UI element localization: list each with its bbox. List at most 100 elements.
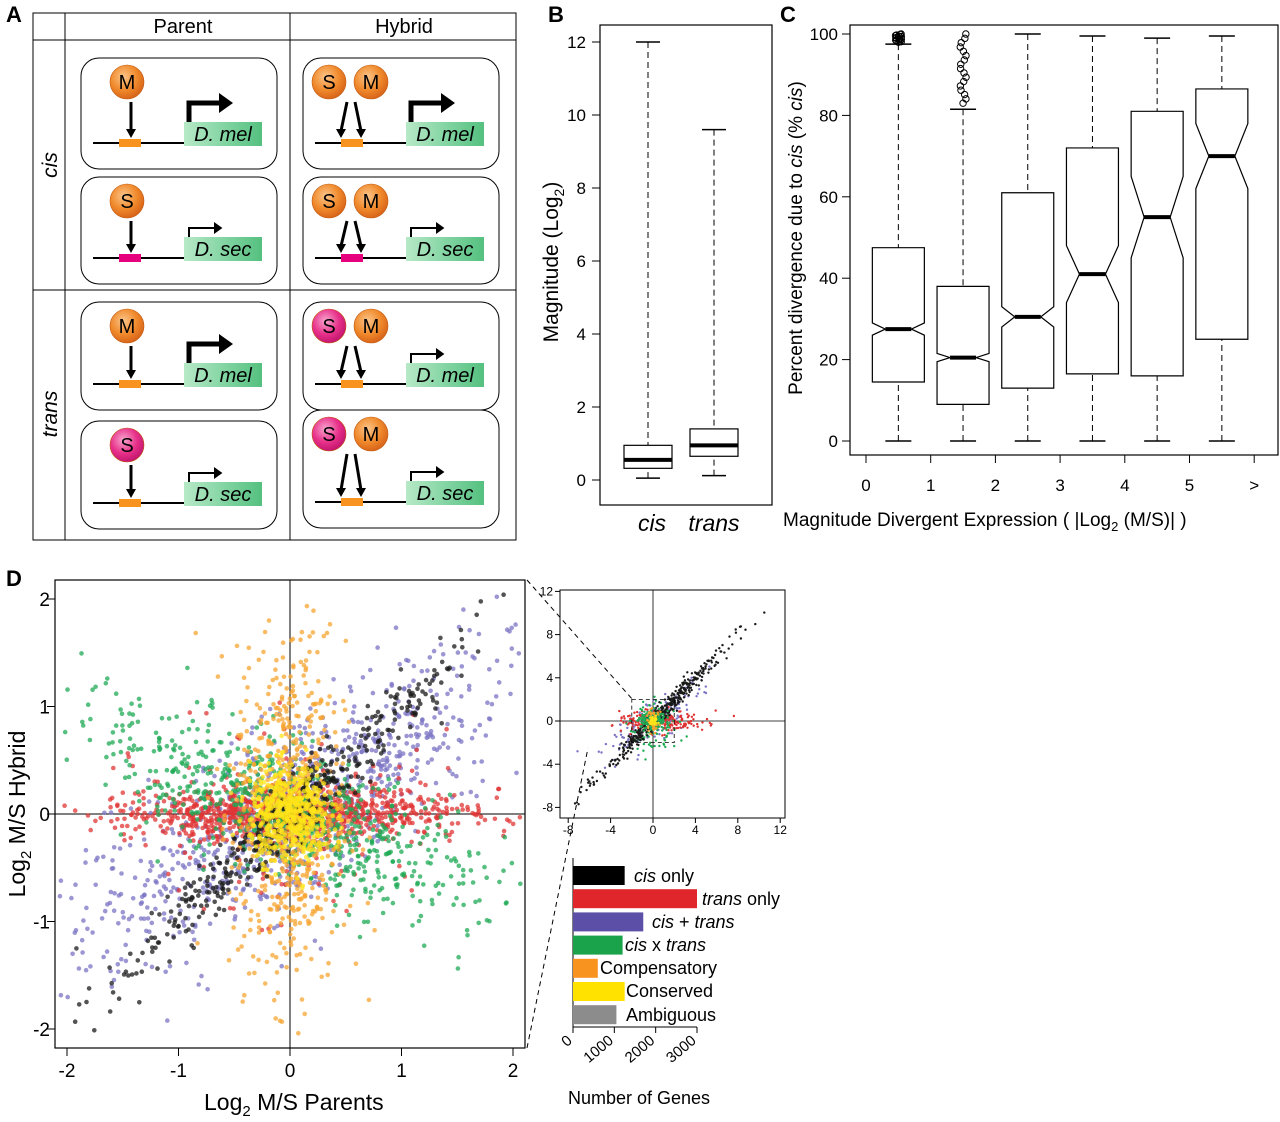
- scatter-point: [270, 798, 275, 804]
- scatter-point: [385, 727, 391, 733]
- scatter-point: [334, 923, 340, 928]
- scatter-point: [203, 789, 208, 794]
- scatter-point: [243, 762, 248, 767]
- scatter-point: [111, 845, 117, 850]
- scatter-point: [386, 838, 391, 844]
- scatter-point: [182, 865, 187, 870]
- scatter-point: [430, 678, 435, 683]
- notched-box: [1065, 147, 1120, 375]
- scatter-point: [247, 782, 253, 787]
- scatter-point: [242, 787, 248, 792]
- scatter-point: [455, 650, 461, 655]
- scatter-point: [516, 651, 522, 656]
- scatter-point: [424, 735, 430, 740]
- scatter-point: [346, 799, 352, 805]
- scatter-point: [194, 803, 200, 808]
- scatter-point: [414, 747, 420, 753]
- scatter-point: [136, 696, 142, 702]
- scatter-point: [147, 929, 152, 934]
- scatter-point: [84, 999, 89, 1005]
- scatter-point: [242, 869, 247, 874]
- scatter-point: [476, 806, 481, 811]
- inset-scatter-point: [637, 753, 640, 757]
- inset-scatter-point: [603, 766, 607, 769]
- scatter-point: [169, 738, 175, 743]
- scatter-point: [112, 825, 118, 831]
- scatter-point: [163, 808, 168, 813]
- outlier-point: [957, 86, 965, 94]
- scatter-point: [356, 814, 361, 820]
- scatter-point: [200, 910, 206, 915]
- scatter-point: [211, 866, 216, 871]
- scatter-point: [295, 886, 300, 891]
- scatter-point: [404, 733, 409, 739]
- scatter-point: [314, 851, 319, 857]
- panel-c: Percent divergence due to cis (% cis) Ma…: [783, 24, 1279, 534]
- scatter-point: [233, 789, 238, 794]
- notched-box: [1130, 110, 1184, 377]
- scatter-point: [181, 814, 186, 820]
- scatter-point: [485, 700, 490, 705]
- scatter-point: [136, 806, 142, 811]
- scatter-point: [300, 817, 306, 822]
- scatter-point: [198, 795, 204, 801]
- scatter-point: [134, 971, 139, 976]
- scatter-point: [357, 934, 363, 940]
- scatter-point: [383, 814, 388, 820]
- scatter-point: [277, 791, 283, 796]
- scatter-point: [312, 938, 318, 944]
- x-tick-label: 1: [926, 476, 935, 495]
- scatter-point: [264, 959, 270, 965]
- scatter-point: [240, 790, 246, 796]
- scatter-point: [423, 811, 428, 816]
- scatter-point: [242, 839, 247, 845]
- scatter-point: [257, 786, 263, 792]
- scatter-point: [352, 736, 357, 742]
- scatter-point: [365, 809, 371, 814]
- scatter-point: [284, 950, 289, 956]
- scatter-point: [305, 868, 311, 873]
- inset-scatter-point: [633, 725, 636, 728]
- scatter-point: [336, 839, 342, 845]
- scatter-point: [72, 808, 78, 813]
- inset-y-tick-label: -4: [542, 757, 553, 771]
- scatter-point: [232, 793, 238, 799]
- scatter-point: [479, 759, 485, 764]
- scatter-point: [195, 859, 201, 865]
- scatter-point: [449, 806, 455, 812]
- scatter-point: [292, 891, 297, 897]
- scatter-point: [207, 790, 212, 795]
- scatter-point: [420, 718, 425, 723]
- scatter-point: [92, 1028, 97, 1033]
- scatter-point: [296, 797, 302, 802]
- scatter-point: [149, 920, 155, 926]
- scatter-point: [207, 842, 212, 847]
- scatter-point: [459, 723, 465, 728]
- scatter-point: [328, 876, 333, 881]
- scatter-point: [403, 801, 408, 807]
- scatter-point: [378, 714, 383, 719]
- inset-y-tick-label: 12: [540, 584, 554, 598]
- scatter-point: [196, 843, 201, 848]
- inset-scatter-point: [661, 734, 664, 737]
- scatter-point: [117, 739, 123, 744]
- scatter-point: [376, 744, 381, 750]
- scatter-point: [466, 687, 472, 692]
- binding-site: [119, 499, 141, 507]
- scatter-point: [243, 898, 248, 904]
- scatter-point: [399, 816, 404, 821]
- scatter-point: [233, 871, 239, 877]
- scatter-point: [246, 971, 252, 976]
- scatter-point: [387, 763, 393, 768]
- scatter-point: [291, 694, 297, 699]
- scatter-point: [311, 834, 317, 839]
- scatter-point: [351, 869, 356, 875]
- inset-scatter-point: [618, 709, 621, 713]
- box: [689, 428, 739, 457]
- scatter-point: [244, 698, 249, 704]
- scatter-point: [209, 817, 215, 823]
- scatter-point: [185, 784, 190, 789]
- scatter-point: [269, 776, 274, 782]
- inset-scatter-point: [665, 735, 668, 738]
- scatter-point: [260, 867, 266, 873]
